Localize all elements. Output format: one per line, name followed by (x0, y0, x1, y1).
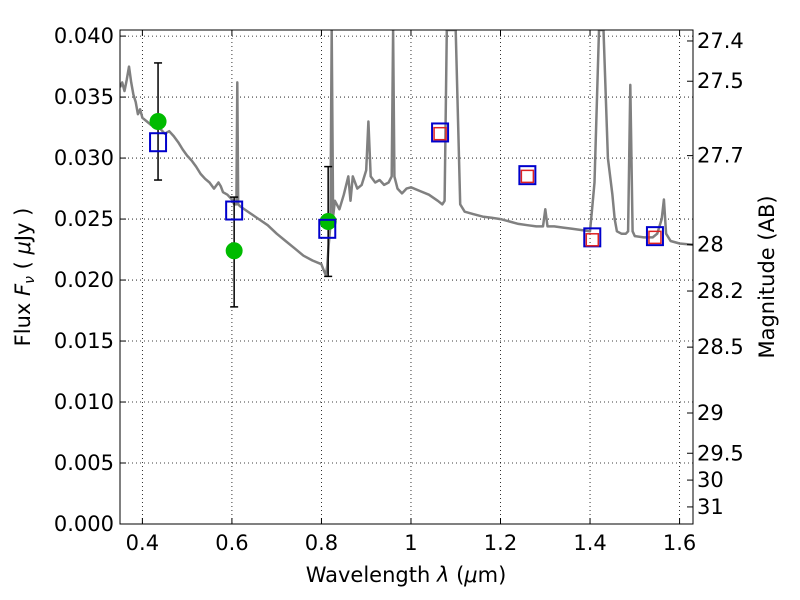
synthetic-flux-square (225, 200, 244, 221)
y-tick-label: 0.020 (54, 268, 114, 292)
synthetic-flux-small-square (585, 233, 600, 247)
magnitude-tick-label: 29 (697, 401, 724, 425)
synthetic-flux-square (318, 218, 337, 239)
magnitude-tick-label: 28 (697, 233, 724, 257)
x-axis-label-prefix: Wavelength (306, 563, 437, 587)
y-axis-label-prefix: Flux (11, 296, 35, 346)
y-axis-label: Flux Fν ( μJy ) (11, 208, 38, 347)
y-tick-label: 0.025 (54, 207, 114, 231)
synthetic-flux-small-square (520, 169, 535, 184)
synthetic-flux-square (149, 132, 168, 153)
x-tick-label: 1.2 (484, 531, 517, 555)
synthetic-flux-square (645, 226, 664, 247)
y-tick-label: 0.030 (54, 146, 114, 170)
magnitude-tick-label: 31 (697, 495, 724, 519)
magnitude-tick-label: 29.5 (697, 441, 744, 465)
magnitude-tick-label: 28.2 (697, 279, 744, 303)
y-axis-label-var: F (11, 283, 35, 296)
magnitude-tick-label: 27.4 (697, 29, 744, 53)
axis-ticks: 0.4 0.6 0.8 1 1.2 1.4 1.6 0.000 0.005 0.010 0.015 0… (54, 24, 744, 555)
synthetic-flux-square (518, 165, 537, 186)
x-axis-label-unit: m) (478, 563, 507, 587)
x-axis-label-lambda: λ (436, 563, 449, 587)
magnitude-tick-label: 27.7 (697, 144, 744, 168)
plot-frame (119, 29, 694, 525)
x-axis-label-open: ( (449, 563, 464, 587)
magnitude-tick-label: 30 (697, 468, 724, 492)
plot-contents (120, 30, 693, 308)
y-tick-label: 0.035 (54, 85, 114, 109)
y-tick-label: 0.000 (54, 512, 114, 536)
y-tick-label: 0.005 (54, 451, 114, 475)
x-tick-label: 0.6 (215, 531, 248, 555)
y-axis-label-sub: ν (22, 276, 38, 284)
x-axis-label: Wavelength λ (μm) (306, 563, 507, 587)
x-tick-label: 1.6 (663, 531, 696, 555)
synthetic-flux-small-square (433, 126, 447, 141)
magnitude-axis-label: Magnitude (AB) (755, 195, 779, 358)
x-tick-label: 1 (404, 531, 417, 555)
y-axis-label-unit: Jy ) (11, 208, 35, 244)
magnitude-tick-label: 28.5 (697, 335, 744, 359)
x-axis-label-mu: μ (463, 563, 477, 587)
y-axis-label-mu: μ (11, 241, 35, 255)
observed-flux-point (225, 242, 243, 260)
observed-flux-point (319, 213, 337, 231)
y-axis-label-paren: ( (11, 255, 35, 277)
x-tick-label: 0.8 (305, 531, 338, 555)
magnitude-tick-label: 27.5 (697, 69, 744, 93)
y-tick-label: 0.040 (54, 24, 114, 48)
model-spectrum-line (120, 30, 693, 277)
y-tick-label: 0.015 (54, 329, 114, 353)
synthetic-flux-square (431, 122, 450, 143)
y-tick-label: 0.010 (54, 390, 114, 414)
x-tick-label: 0.4 (126, 531, 159, 555)
x-tick-label: 1.4 (573, 531, 606, 555)
synthetic-flux-small-square (648, 230, 662, 245)
observed-flux-point (149, 112, 167, 130)
